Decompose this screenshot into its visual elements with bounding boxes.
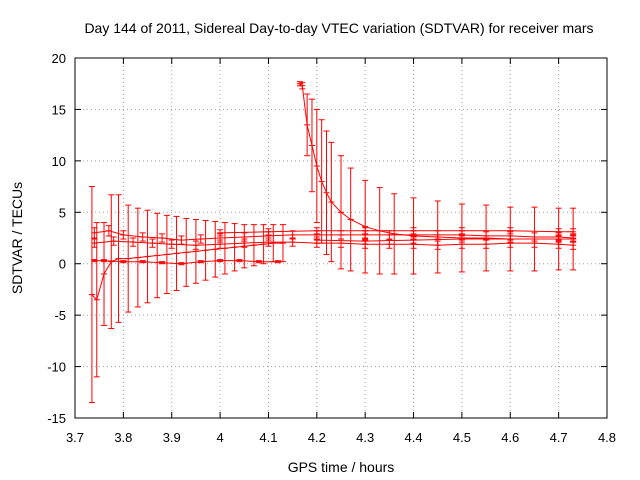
y-axis-label: SDTVAR / TECUs (9, 182, 25, 294)
chart-title: Day 144 of 2011, Sidereal Day-to-day VTE… (84, 20, 593, 36)
x-tick-label: 4.6 (501, 430, 519, 445)
x-tick-label: 4 (216, 430, 223, 445)
x-tick-label: 3.7 (66, 430, 84, 445)
y-tick-label: -15 (47, 411, 66, 426)
x-axis-label: GPS time / hours (288, 459, 395, 475)
x-tick-label: 4.2 (308, 430, 326, 445)
x-tick-label: 4.4 (405, 430, 423, 445)
y-tick-label: 0 (59, 257, 66, 272)
x-tick-label: 3.8 (114, 430, 132, 445)
y-tick-label: 20 (52, 51, 66, 66)
x-tick-label: 4.7 (550, 430, 568, 445)
series-5 (91, 259, 282, 266)
y-tick-label: 10 (52, 154, 66, 169)
series-3 (91, 225, 577, 245)
series-line (91, 242, 283, 301)
x-tick-label: 4.3 (356, 430, 374, 445)
plot-frame (74, 57, 608, 419)
y-tick-label: -10 (47, 360, 66, 375)
series-6 (217, 227, 577, 237)
series-7 (313, 235, 577, 245)
x-tick-label: 4.5 (453, 430, 471, 445)
x-tick-label: 4.1 (259, 430, 277, 445)
data-series (88, 81, 577, 404)
y-tick-label: 5 (59, 205, 66, 220)
x-tick-label: 3.9 (163, 430, 181, 445)
series-2 (88, 186, 286, 404)
series-line (94, 240, 574, 246)
series-4 (91, 236, 577, 250)
axis-ticks: 3.7 3.8 3.9 4 4.1 4.2 4.3 4.4 4.5 4.6 4.7 4.8 -15 -10… (47, 51, 616, 445)
y-tick-label: 15 (52, 102, 66, 117)
x-tick-label: 4.8 (598, 430, 616, 445)
y-tick-label: -5 (54, 308, 66, 323)
